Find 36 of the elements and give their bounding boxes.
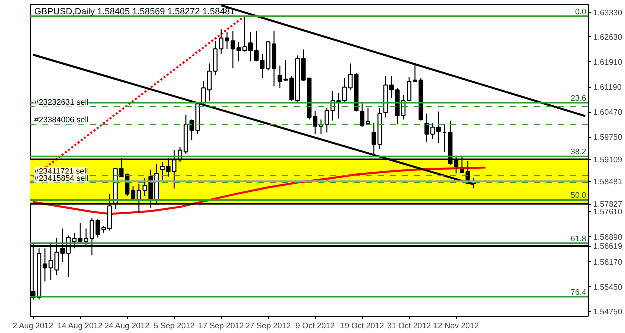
- y-tick-label: 1.56619: [594, 242, 623, 252]
- y-tick-label: 1.54750: [594, 307, 623, 316]
- annotation: 23.6: [570, 94, 588, 104]
- x-tick-label: 17 Sep 2012: [198, 322, 245, 330]
- ref-line-label: #23384006 sell: [34, 116, 89, 125]
- x-tick-label: 31 Oct 2012: [388, 322, 432, 330]
- x-tick-label: 5 Sep 2012: [154, 322, 196, 330]
- y-tick-label: 1.63330: [594, 8, 623, 18]
- y-tick-label: 1.56170: [594, 258, 623, 267]
- y-tick-label: 1.60470: [594, 108, 623, 118]
- ref-line-label: #23411721 sell: [34, 166, 88, 176]
- y-tick-label: 1.59750: [594, 133, 623, 142]
- x-tick-label: 2 Aug 2012: [12, 322, 54, 330]
- annotation: 61.8: [570, 234, 588, 244]
- y-tick-label: 1.57610: [594, 208, 623, 217]
- y-tick-label: 1.61190: [594, 83, 622, 92]
- x-tick-label: 12 Nov 2012: [434, 322, 480, 330]
- annotation: 50.0: [570, 191, 588, 200]
- y-tick-label: 1.62630: [594, 32, 623, 42]
- x-tick-label: 24 Aug 2012: [104, 322, 150, 330]
- y-tick-label: 1.57827: [594, 200, 623, 210]
- y-tick-label: 1.55450: [594, 282, 623, 292]
- ref-line-label: #23415854 sell: [34, 174, 89, 183]
- chart-title: GBPUSD,Daily 1.58405 1.58569 1.58272 1.58481: [34, 6, 236, 16]
- y-tick-label: 1.58481: [594, 177, 623, 186]
- y-tick-label: 1.59109: [594, 155, 623, 164]
- y-tick-label: 1.56890: [594, 232, 623, 242]
- annotation: 76.4: [570, 288, 588, 297]
- x-tick-label: 9 Oct 2012: [296, 322, 336, 330]
- ref-line-label: #23232631 sell: [34, 98, 89, 107]
- x-tick-label: 27 Sep 2012: [246, 322, 292, 330]
- x-tick-label: 14 Aug 2012: [58, 322, 104, 330]
- annotation: 0.0: [575, 7, 588, 16]
- annotation: 38.2: [570, 148, 588, 157]
- y-tick-label: 1.61910: [594, 58, 623, 67]
- x-tick-label: 19 Oct 2012: [340, 322, 385, 330]
